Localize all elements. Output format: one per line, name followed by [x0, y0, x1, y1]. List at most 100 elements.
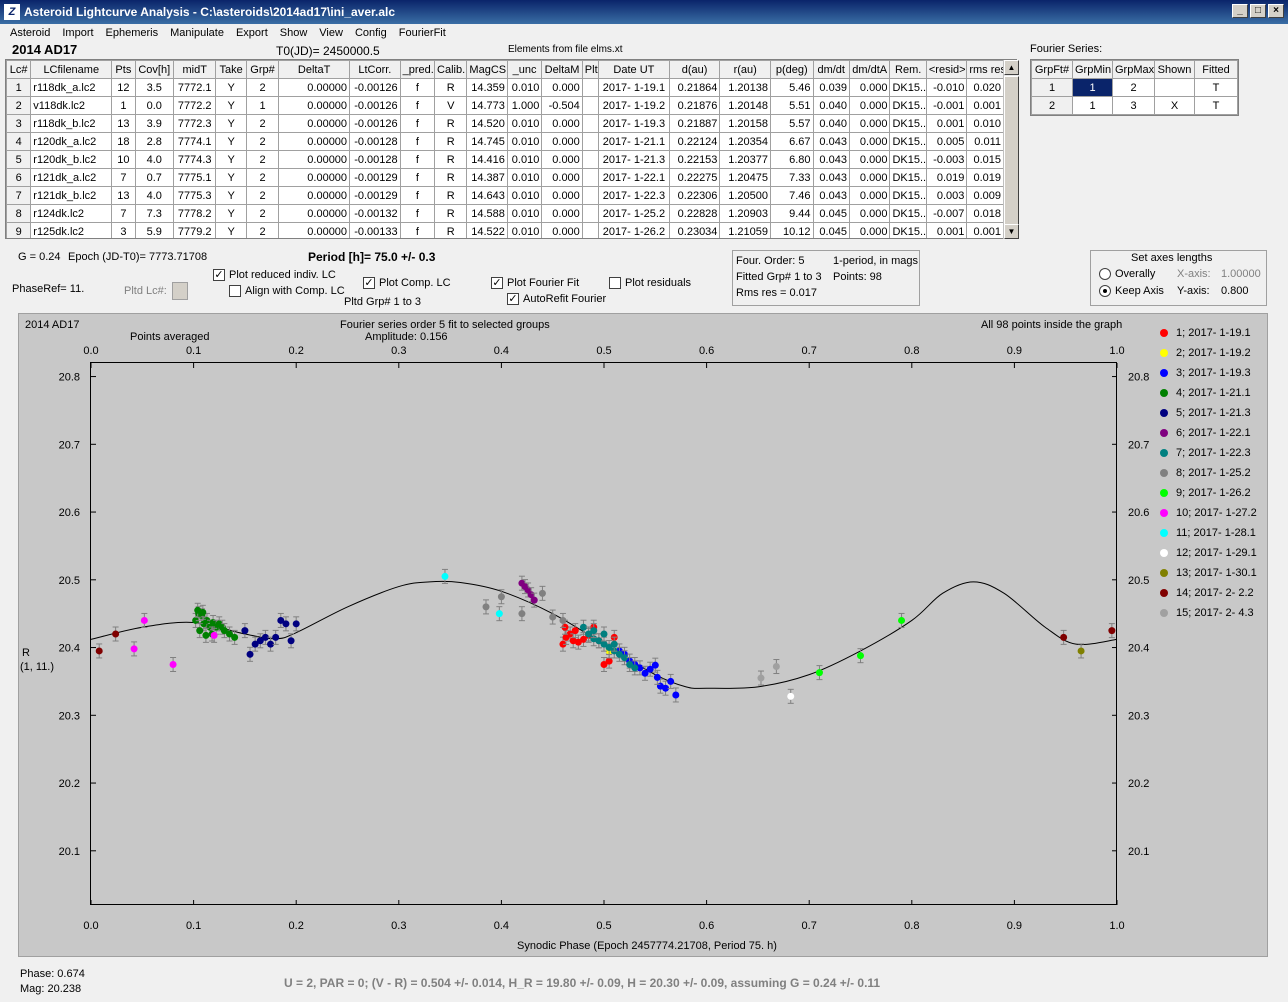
- table-cell[interactable]: DK15...: [889, 222, 927, 238]
- table-cell[interactable]: -0.001: [925, 96, 968, 115]
- table-cell[interactable]: -0.003: [925, 150, 968, 169]
- scroll-up-arrow[interactable]: ▲: [1004, 60, 1019, 75]
- table-cell[interactable]: 2017- 1-26.2: [597, 222, 670, 238]
- table-cell[interactable]: 2: [245, 186, 280, 205]
- table-cell[interactable]: 2017- 1-21.3: [597, 150, 670, 169]
- table-cell[interactable]: 0.000: [848, 132, 891, 151]
- scroll-down-arrow[interactable]: ▼: [1004, 224, 1019, 239]
- table-cell[interactable]: f: [399, 222, 436, 238]
- table-cell[interactable]: 0.019: [925, 168, 968, 187]
- autorefit-checkbox[interactable]: ✓ AutoRefit Fourier: [507, 293, 606, 306]
- table-cell[interactable]: 0.000: [541, 204, 583, 223]
- table-cell[interactable]: 0.019: [966, 168, 1004, 187]
- table-cell[interactable]: 13: [111, 186, 136, 205]
- menu-show[interactable]: Show: [279, 27, 308, 39]
- table-cell[interactable]: 5.46: [770, 78, 814, 97]
- close-button[interactable]: ×: [1268, 4, 1284, 18]
- table-row[interactable]: 7 r121dk_b.lc2 13 4.0 7775.3 Y 2 0.00000 -0.0012…: [6, 186, 1004, 205]
- column-header[interactable]: Grp#: [245, 60, 280, 79]
- table-cell[interactable]: 9: [6, 222, 32, 238]
- table-cell[interactable]: 0.000: [541, 186, 583, 205]
- table-cell[interactable]: [581, 222, 599, 238]
- keep-axis-radio[interactable]: Keep Axis: [1099, 285, 1164, 298]
- fourier-column-header[interactable]: GrpMin: [1072, 60, 1113, 79]
- table-cell[interactable]: 7778.2: [172, 204, 217, 223]
- table-cell[interactable]: r120dk_a.lc2: [30, 132, 113, 151]
- table-cell[interactable]: Y: [215, 222, 247, 238]
- table-cell[interactable]: -0.00129: [349, 168, 401, 187]
- table-cell[interactable]: 2.8: [134, 132, 174, 151]
- table-cell[interactable]: 2: [245, 78, 280, 97]
- table-cell[interactable]: 0.001: [966, 222, 1004, 238]
- table-cell[interactable]: 0.011: [966, 132, 1004, 151]
- table-cell[interactable]: 0.7: [134, 168, 174, 187]
- table-cell[interactable]: 1.20377: [719, 150, 772, 169]
- table-cell[interactable]: 6.67: [770, 132, 814, 151]
- table-cell[interactable]: 1.20148: [719, 96, 772, 115]
- table-cell[interactable]: 7779.2: [172, 222, 217, 238]
- table-cell[interactable]: 0.010: [506, 222, 543, 238]
- table-cell[interactable]: 7774.1: [172, 132, 217, 151]
- plot-fourier-checkbox[interactable]: ✓ Plot Fourier Fit: [491, 277, 579, 290]
- table-cell[interactable]: 0.010: [506, 204, 543, 223]
- table-cell[interactable]: 0.00000: [278, 96, 351, 115]
- table-cell[interactable]: -0.00132: [349, 204, 401, 223]
- table-cell[interactable]: -0.00126: [349, 114, 401, 133]
- column-header[interactable]: Cov[h]: [134, 60, 174, 79]
- table-cell[interactable]: 5: [6, 150, 32, 169]
- column-header[interactable]: <resid>: [925, 60, 968, 79]
- table-cell[interactable]: 0.003: [925, 186, 968, 205]
- column-header[interactable]: Rem.: [889, 60, 927, 79]
- table-cell[interactable]: 2017- 1-22.3: [597, 186, 670, 205]
- table-cell[interactable]: 0.010: [506, 168, 543, 187]
- table-cell[interactable]: 2017- 1-19.2: [597, 96, 670, 115]
- table-cell[interactable]: 0.001: [925, 222, 968, 238]
- menu-export[interactable]: Export: [235, 27, 268, 39]
- fourier-column-header[interactable]: Fitted: [1194, 60, 1238, 79]
- overally-radio[interactable]: Overally: [1099, 268, 1155, 281]
- plot-reduced-checkbox[interactable]: ✓ Plot reduced indiv. LC: [213, 269, 336, 282]
- table-cell[interactable]: r118dk_b.lc2: [30, 114, 113, 133]
- align-comp-checkbox[interactable]: Align with Comp. LC: [229, 285, 345, 298]
- table-row[interactable]: 1 r118dk_a.lc2 12 3.5 7772.1 Y 2 0.00000 -0.0012…: [6, 78, 1004, 97]
- fourier-table-cell[interactable]: T: [1194, 96, 1238, 115]
- table-cell[interactable]: -0.00129: [349, 186, 401, 205]
- table-cell[interactable]: DK15...: [889, 78, 927, 97]
- table-row[interactable]: 4 r120dk_a.lc2 18 2.8 7774.1 Y 2 0.00000 -0.0012…: [6, 132, 1004, 151]
- menu-config[interactable]: Config: [354, 27, 387, 39]
- column-header[interactable]: LtCorr.: [349, 60, 401, 79]
- column-header[interactable]: DeltaT: [278, 60, 351, 79]
- table-cell[interactable]: 14.745: [466, 132, 508, 151]
- table-cell[interactable]: 0.040: [812, 114, 850, 133]
- table-cell[interactable]: DK15...: [889, 132, 927, 151]
- table-row[interactable]: 5 r120dk_b.lc2 10 4.0 7774.3 Y 2 0.00000 -0.0012…: [6, 150, 1004, 169]
- table-cell[interactable]: 0.039: [812, 78, 850, 97]
- table-cell[interactable]: 0.043: [812, 150, 850, 169]
- table-cell[interactable]: 0.000: [541, 132, 583, 151]
- table-cell[interactable]: 14.643: [466, 186, 508, 205]
- table-cell[interactable]: 0.000: [848, 150, 891, 169]
- menu-view[interactable]: View: [319, 27, 343, 39]
- table-cell[interactable]: 5.9: [134, 222, 174, 238]
- table-cell[interactable]: 1.21059: [719, 222, 772, 238]
- column-header[interactable]: Take: [215, 60, 247, 79]
- table-cell[interactable]: 0.043: [812, 132, 850, 151]
- plot-residuals-checkbox[interactable]: Plot residuals: [609, 277, 691, 290]
- lightcurve-table[interactable]: Lc# LCfilename Pts Cov[h] midT Take Grp# DeltaT…: [5, 59, 1017, 239]
- table-cell[interactable]: 7775.3: [172, 186, 217, 205]
- table-cell[interactable]: 14.522: [466, 222, 508, 238]
- column-header[interactable]: dm/dtA: [848, 60, 891, 79]
- table-row[interactable]: 9 r125dk.lc2 3 5.9 7779.2 Y 2 0.00000 -0.00133 f R…: [6, 222, 1004, 238]
- table-cell[interactable]: 1.20354: [719, 132, 772, 151]
- menu-ephemeris[interactable]: Ephemeris: [105, 27, 159, 39]
- table-cell[interactable]: 0.000: [848, 222, 891, 238]
- table-cell[interactable]: Y: [215, 150, 247, 169]
- table-cell[interactable]: 1.20500: [719, 186, 772, 205]
- table-cell[interactable]: 4.0: [134, 150, 174, 169]
- fourier-column-header[interactable]: GrpMax: [1112, 60, 1155, 79]
- table-cell[interactable]: 0.00000: [278, 222, 351, 238]
- table-cell[interactable]: 0.010: [506, 132, 543, 151]
- table-cell[interactable]: 0.045: [812, 222, 850, 238]
- table-cell[interactable]: r121dk_a.lc2: [30, 168, 113, 187]
